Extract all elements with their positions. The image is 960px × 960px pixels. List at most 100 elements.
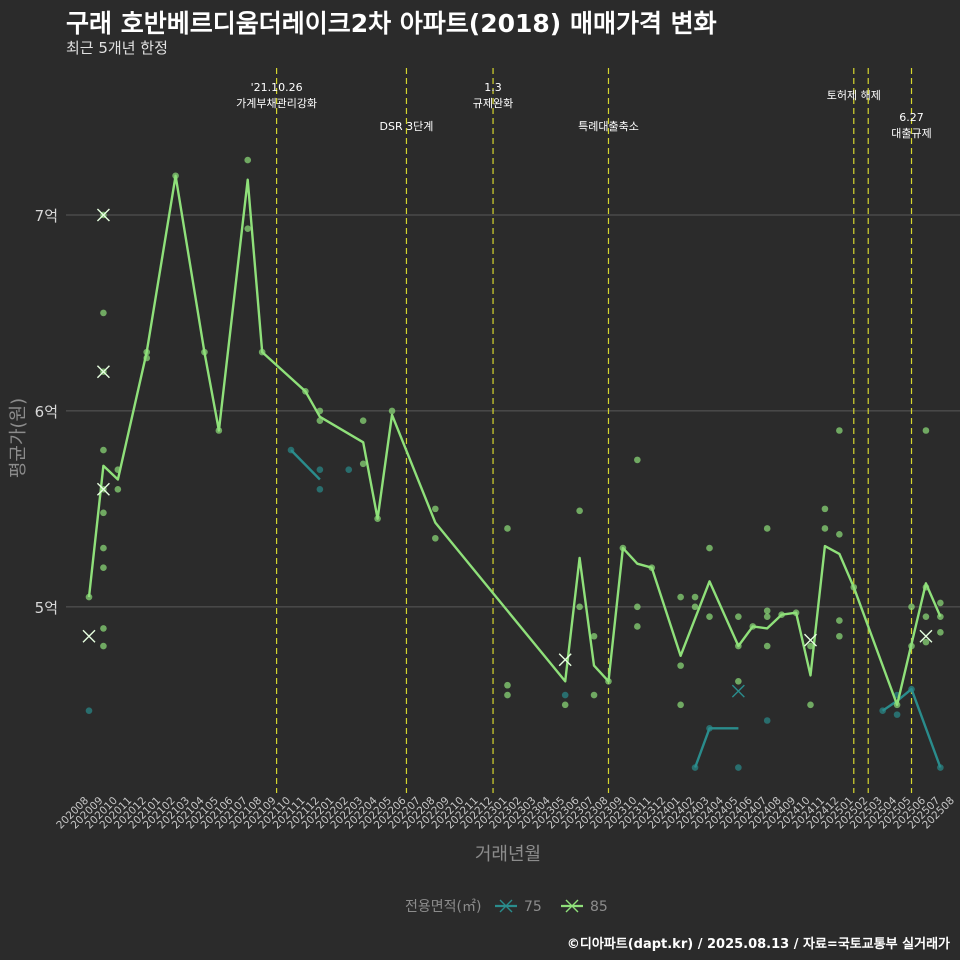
x-axis: 2020082020092020102020112020122021012021… [54, 794, 957, 831]
data-point-85 [114, 485, 122, 493]
legend: 전용면적(㎡) 75 85 [405, 899, 608, 915]
cross-marker-85 [96, 482, 110, 496]
data-point-85 [706, 544, 713, 552]
data-point-85 [100, 544, 107, 552]
series-line-85 [87, 174, 942, 706]
data-point-85 [504, 691, 511, 699]
data-point-85 [821, 525, 829, 532]
y-tick-label: 6억 [35, 403, 58, 421]
cross-marker-85 [919, 629, 933, 643]
data-point-85 [763, 613, 771, 620]
cross-marker-85 [558, 653, 572, 667]
series-line-75 [693, 727, 739, 768]
data-point-85 [244, 225, 252, 232]
chart-subtitle: 최근 5개년 한정 [66, 39, 168, 57]
event-label: DSR 3단계 [380, 120, 434, 133]
data-point-85 [922, 638, 930, 646]
data-point-85 [504, 525, 511, 532]
chart-title: 구래 호반베르디움더레이크2차 아파트(2018) 매매가격 변화 [66, 9, 717, 38]
data-point-85 [590, 632, 598, 640]
data-point-85 [388, 407, 396, 415]
legend-title: 전용면적(㎡) [405, 899, 481, 915]
data-point-85 [807, 701, 814, 709]
cross-marker-85 [96, 208, 110, 222]
legend-key-cross [565, 899, 579, 913]
data-point-85 [634, 623, 641, 630]
y-tick-label: 5억 [35, 599, 58, 617]
data-point-75 [763, 717, 771, 724]
data-point-85 [691, 593, 699, 601]
data-point-85 [922, 427, 930, 434]
event-label: 1.3 규제완화 [473, 81, 513, 110]
data-point-85 [735, 678, 742, 685]
data-point-85 [100, 642, 107, 650]
data-point-85 [735, 613, 742, 620]
x-axis-label: 거래년월 [475, 844, 541, 865]
data-point-85 [937, 629, 944, 636]
cross-marker-85 [82, 629, 96, 643]
event-label: 특례대출축소 [578, 120, 639, 133]
data-point-85 [677, 593, 684, 601]
legend-label: 75 [524, 899, 542, 915]
data-point-85 [100, 564, 107, 571]
data-point-85 [836, 531, 843, 538]
data-point-85 [908, 603, 915, 611]
data-point-85 [763, 525, 771, 532]
data-point-85 [359, 460, 367, 468]
data-point-85 [922, 613, 930, 620]
data-point-85 [100, 309, 107, 317]
event-label: '21.10.26 가계부채관리강화 [236, 81, 317, 110]
event-label: 토허제 해제 [827, 88, 881, 102]
legend-key-cross [499, 899, 513, 913]
data-point-85 [836, 632, 843, 640]
data-point-85 [634, 456, 641, 464]
data-point-85 [432, 534, 439, 542]
data-point-75 [735, 764, 742, 771]
y-axis: 5억 6억 7억 [35, 207, 58, 617]
data-point-85 [359, 417, 367, 425]
data-point-85 [821, 505, 829, 513]
series-line-75 [881, 687, 942, 768]
series-layer [82, 156, 944, 771]
legend-label: 85 [590, 899, 608, 915]
data-point-75 [561, 691, 569, 699]
series-line-75 [290, 449, 321, 481]
cross-marker-85 [804, 633, 817, 647]
data-point-85 [432, 505, 439, 513]
y-axis-label: 평균가(원) [8, 398, 29, 478]
data-point-85 [807, 642, 814, 650]
data-point-75 [316, 466, 324, 473]
data-point-85 [677, 701, 684, 709]
data-point-85 [590, 691, 598, 699]
data-point-85 [634, 603, 641, 611]
data-point-75 [316, 485, 324, 493]
data-point-85 [100, 625, 107, 632]
data-point-85 [836, 617, 843, 624]
data-point-85 [937, 599, 944, 607]
data-point-85 [561, 701, 569, 709]
data-point-75 [893, 711, 901, 718]
cross-marker-85 [96, 365, 110, 379]
y-tick-label: 7억 [35, 207, 58, 225]
data-point-85 [576, 507, 583, 515]
data-point-75 [85, 707, 93, 715]
data-point-85 [677, 662, 684, 669]
data-point-85 [836, 427, 843, 434]
data-point-85 [763, 642, 771, 650]
data-point-75 [345, 466, 353, 473]
event-label: 6.27 대출규제 [891, 111, 931, 140]
data-point-85 [504, 681, 511, 689]
data-point-85 [576, 603, 583, 611]
data-point-85 [100, 446, 107, 454]
cross-marker-75 [731, 684, 745, 698]
data-point-85 [100, 509, 107, 517]
source-caption: ©디아파트(dapt.kr) / 2025.08.13 / 자료=국토교통부 실… [566, 937, 950, 952]
data-point-85 [706, 613, 713, 620]
data-point-85 [691, 603, 699, 611]
data-point-85 [244, 156, 252, 164]
data-point-85 [763, 607, 771, 615]
grid-layer [66, 214, 960, 608]
